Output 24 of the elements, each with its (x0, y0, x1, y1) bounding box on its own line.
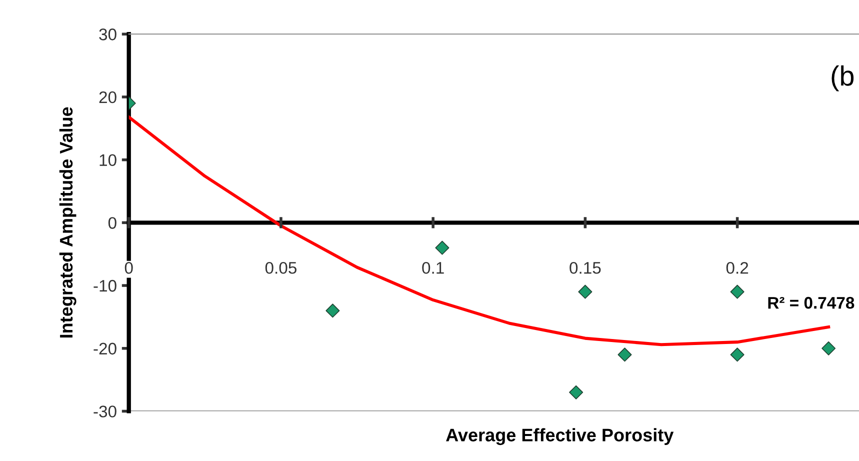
x-axis-title: Average Effective Porosity (446, 428, 674, 446)
point (730, 348, 744, 362)
x-tick-label: 0.2 (726, 262, 748, 274)
y-tick-label: 0 (108, 217, 116, 229)
point (435, 240, 450, 255)
y-tick-label: -20 (94, 342, 116, 355)
y-tick-label: 20 (99, 91, 116, 104)
point (730, 284, 744, 299)
y-tick-label: -10 (94, 280, 116, 292)
point (578, 284, 592, 299)
x-tick-label: 0.1 (422, 262, 444, 274)
point (618, 348, 632, 362)
y-tick-label: -30 (94, 406, 116, 418)
point (326, 304, 340, 318)
x-tick-label: 0.15 (570, 262, 601, 274)
y-axis-title: Integrated Amplitude Value (59, 107, 76, 338)
y-tick-label: 30 (99, 28, 116, 40)
y-tick-label: 10 (100, 154, 116, 166)
point (569, 385, 584, 400)
x-tick-label: 0 (124, 262, 133, 274)
point (822, 341, 836, 356)
annotation: R² = 0.7478 (768, 296, 854, 309)
annotation: (b (832, 65, 854, 92)
x-tick-label: 0.05 (265, 262, 296, 274)
